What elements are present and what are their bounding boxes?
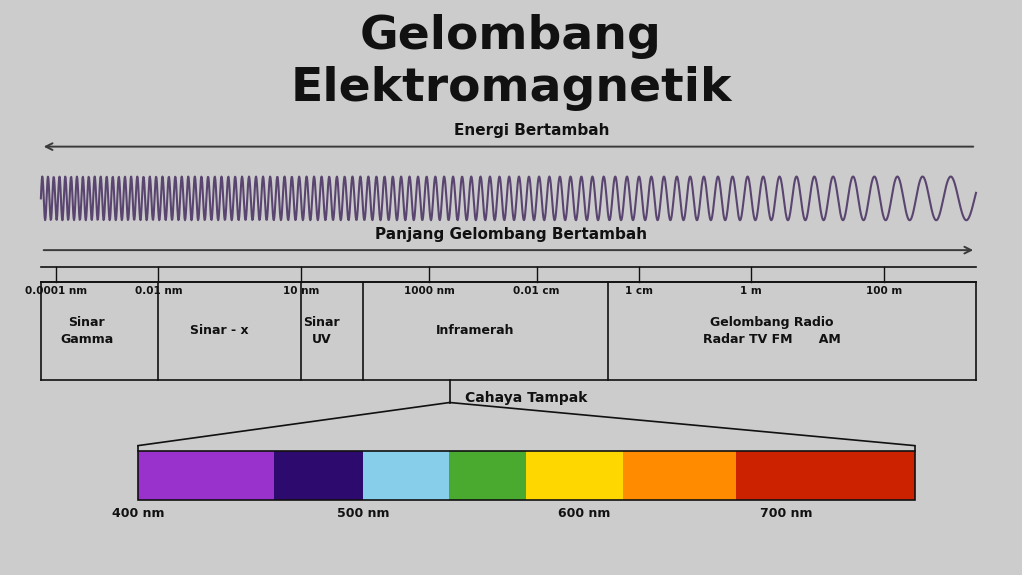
Text: 1 m: 1 m [740,286,762,296]
Text: Inframerah: Inframerah [436,324,514,337]
Text: Gelombang Radio
Radar TV FM      AM: Gelombang Radio Radar TV FM AM [703,316,840,346]
Bar [363,451,449,500]
Text: Sinar
UV: Sinar UV [304,316,340,346]
Text: 600 nm: 600 nm [558,507,611,520]
Text: 0.01 cm: 0.01 cm [513,286,560,296]
Text: 0.01 nm: 0.01 nm [135,286,182,296]
Text: Sinar
Gamma: Sinar Gamma [60,316,113,346]
Text: Panjang Gelombang Bertambah: Panjang Gelombang Bertambah [375,227,647,242]
Bar [623,451,736,500]
Text: 1 cm: 1 cm [624,286,653,296]
Bar [736,451,915,500]
Bar [138,451,274,500]
Bar [274,451,363,500]
Text: Cahaya Tampak: Cahaya Tampak [465,392,588,405]
Text: 400 nm: 400 nm [111,507,165,520]
Text: Energi Bertambah: Energi Bertambah [454,123,609,138]
Text: 100 m: 100 m [866,286,902,296]
Text: Elektromagnetik: Elektromagnetik [290,66,732,111]
Bar [449,451,526,500]
Text: 0.0001 nm: 0.0001 nm [26,286,87,296]
Text: 500 nm: 500 nm [337,507,389,520]
Bar [138,451,915,500]
Bar [526,451,623,500]
Text: Sinar - x: Sinar - x [190,324,249,337]
Text: 10 nm: 10 nm [283,286,320,296]
Text: 1000 nm: 1000 nm [404,286,455,296]
Text: Gelombang: Gelombang [360,14,662,59]
Text: 700 nm: 700 nm [760,507,812,520]
